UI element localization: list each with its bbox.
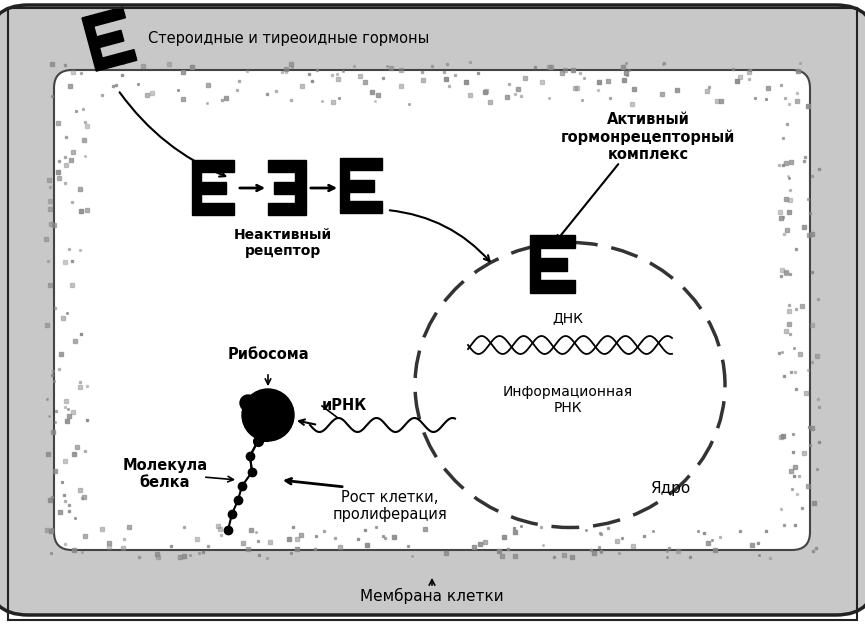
- Polygon shape: [295, 160, 306, 215]
- Polygon shape: [349, 158, 382, 170]
- Ellipse shape: [415, 242, 725, 528]
- Polygon shape: [202, 160, 234, 172]
- Text: Рост клетки,
пролиферация: Рост клетки, пролиферация: [333, 490, 447, 522]
- Polygon shape: [540, 235, 575, 248]
- Polygon shape: [268, 160, 295, 172]
- Polygon shape: [540, 280, 575, 293]
- Polygon shape: [268, 203, 295, 215]
- Text: Ядро: Ядро: [650, 480, 690, 495]
- Text: Мембрана клетки: Мембрана клетки: [360, 588, 503, 604]
- Polygon shape: [340, 158, 349, 213]
- Circle shape: [240, 395, 256, 411]
- Text: Неактивный
рецептор: Неактивный рецептор: [234, 228, 332, 258]
- Text: Рибосома: Рибосома: [227, 347, 309, 362]
- Polygon shape: [202, 181, 227, 193]
- Polygon shape: [202, 203, 234, 215]
- FancyBboxPatch shape: [0, 5, 865, 615]
- Text: ДНК: ДНК: [553, 311, 583, 325]
- Text: Стероидные и тиреоидные гормоны: Стероидные и тиреоидные гормоны: [148, 31, 429, 45]
- Polygon shape: [273, 181, 295, 193]
- Text: иРНК: иРНК: [322, 399, 368, 413]
- Polygon shape: [349, 201, 382, 213]
- Text: Молекула
белка: Молекула белка: [123, 458, 208, 490]
- Polygon shape: [91, 7, 125, 26]
- FancyBboxPatch shape: [54, 70, 810, 550]
- Polygon shape: [82, 16, 106, 71]
- Text: Активный
гормонрецепторный
комплекс: Активный гормонрецепторный комплекс: [561, 112, 735, 163]
- Polygon shape: [97, 30, 124, 48]
- Circle shape: [242, 389, 294, 441]
- Text: Информационная
РНК: Информационная РНК: [503, 385, 633, 415]
- Polygon shape: [530, 235, 540, 293]
- Polygon shape: [192, 160, 202, 215]
- Polygon shape: [102, 50, 137, 68]
- Polygon shape: [349, 180, 375, 192]
- Polygon shape: [540, 257, 567, 271]
